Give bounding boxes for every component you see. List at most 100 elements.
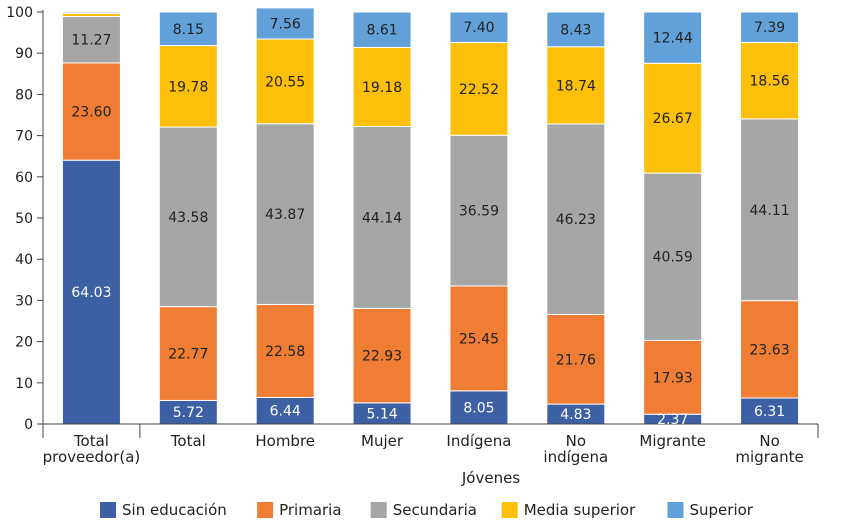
bar-segment	[255, 123, 315, 305]
x-tick-label: Indígena	[446, 432, 511, 450]
bar-segment	[61, 11, 121, 14]
y-tick-label: 100	[6, 5, 33, 21]
data-label: 4.83	[560, 407, 591, 423]
bar-segment	[352, 307, 412, 404]
data-label: 22.77	[168, 347, 208, 363]
x-tick-label: proveedor(a)	[43, 448, 141, 466]
x-tick-label: Total	[73, 432, 109, 450]
y-tick-label: 30	[15, 293, 33, 309]
data-label: 2.37	[657, 412, 688, 428]
data-label: 23.63	[750, 342, 790, 358]
data-label: 17.93	[653, 370, 693, 386]
bar-segment	[449, 11, 509, 43]
bar-segment	[740, 118, 800, 302]
bar-segment	[158, 126, 218, 308]
legend-swatch	[501, 502, 518, 518]
data-label: 7.40	[463, 20, 494, 36]
y-tick-label: 40	[15, 252, 33, 268]
legend-swatch	[257, 502, 274, 518]
data-labels-group: 64.03 23.60 11.27 5.72 22.77 43.58 19.78 8.15 6.…	[71, 16, 789, 428]
data-label: 5.72	[173, 405, 204, 421]
legend-swatch	[370, 502, 387, 518]
bar-segment	[158, 11, 218, 47]
data-label: 64.03	[71, 285, 111, 301]
bar-segment	[352, 46, 412, 127]
bar-segment	[546, 123, 606, 315]
data-label: 18.74	[556, 78, 596, 94]
bar-segment	[352, 125, 412, 309]
data-label: 26.67	[653, 111, 693, 127]
legend-label: Superior	[690, 501, 754, 519]
x-tick-label: No	[759, 432, 779, 450]
axes-group: 0102030405060708090100Totalproveedor(a)T…	[6, 5, 819, 466]
y-tick-label: 0	[24, 417, 33, 433]
bar-segment	[449, 41, 509, 136]
legend-label: Sin educación	[122, 501, 227, 519]
x-tick-label: indígena	[543, 448, 608, 466]
bar-segment	[449, 285, 509, 392]
legend-swatch	[100, 502, 116, 518]
data-label: 43.87	[265, 207, 305, 223]
bar-segment	[643, 11, 703, 64]
x-tick-label: Hombre	[255, 432, 315, 450]
legend-label: Primaria	[279, 501, 341, 519]
bar-segment	[449, 390, 509, 425]
x-tick-label: Mujer	[361, 432, 404, 450]
y-tick-label: 20	[15, 335, 33, 351]
bar-segment	[255, 38, 315, 125]
data-label: 5.14	[366, 406, 397, 422]
bar-segment	[158, 45, 218, 128]
data-label: 25.45	[459, 331, 499, 347]
x-tick-label: Total	[170, 432, 206, 450]
data-label: 20.55	[265, 74, 305, 90]
x-axis-title: Jóvenes	[461, 469, 520, 487]
data-label: 6.31	[754, 404, 785, 420]
bar-segment	[255, 7, 315, 40]
legend-label: Media superior	[524, 501, 636, 519]
y-tick-label: 60	[15, 170, 33, 186]
data-label: 8.61	[366, 23, 397, 39]
data-label: 12.44	[653, 31, 693, 47]
data-label: 7.39	[754, 20, 785, 36]
bar-segment	[158, 306, 218, 401]
y-tick-label: 10	[15, 376, 33, 392]
bar-segment	[643, 339, 703, 415]
data-label: 11.27	[71, 33, 111, 49]
bar-segment	[352, 11, 412, 48]
legend-label: Secundaria	[393, 501, 477, 519]
y-tick-label: 70	[15, 129, 33, 145]
data-label: 40.59	[653, 250, 693, 266]
bar-segment	[449, 134, 509, 287]
legend: Sin educación Primaria Secundaria Media sup…	[100, 501, 754, 519]
x-tick-label: migrante	[735, 448, 803, 466]
data-label: 46.23	[556, 212, 596, 228]
bar-segment	[643, 172, 703, 341]
data-label: 44.14	[362, 210, 402, 226]
data-label: 19.78	[168, 79, 208, 95]
data-label: 7.56	[270, 16, 301, 32]
bars-group	[61, 7, 800, 425]
data-label: 23.60	[71, 105, 111, 121]
bar-segment	[546, 313, 606, 405]
data-label: 19.18	[362, 80, 402, 96]
data-label: 22.58	[265, 344, 305, 360]
y-tick-label: 80	[15, 87, 33, 103]
legend-swatch	[667, 502, 684, 518]
data-label: 18.56	[750, 74, 790, 90]
y-tick-label: 90	[15, 46, 33, 62]
x-tick-label: No	[566, 432, 586, 450]
data-label: 8.05	[463, 400, 494, 416]
bar-segment	[61, 159, 121, 425]
x-tick-label: Migrante	[639, 432, 706, 450]
bar-segment	[61, 62, 121, 161]
data-label: 36.59	[459, 204, 499, 220]
data-label: 8.43	[560, 22, 591, 38]
bar-segment	[643, 62, 703, 174]
y-tick-label: 50	[15, 211, 33, 227]
data-label: 43.58	[168, 210, 208, 226]
bar-segment	[546, 11, 606, 48]
data-label: 21.76	[556, 352, 596, 368]
bar-segment	[740, 11, 800, 43]
